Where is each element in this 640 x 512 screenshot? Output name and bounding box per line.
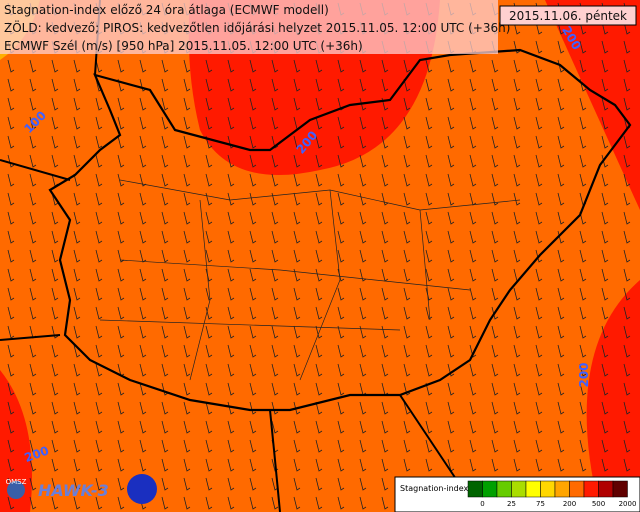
subtitle: ZÖLD: kedvező; PIROS: kedvezőtlen időjár…	[4, 19, 510, 35]
contour-label: 200	[577, 362, 591, 387]
logo-icon	[7, 481, 25, 499]
legend-title: Stagnation-index	[400, 484, 469, 493]
legend-tick-label: 0	[480, 500, 484, 508]
legend-swatch	[554, 480, 570, 498]
logo-emblem	[127, 474, 157, 504]
legend-swatch	[496, 480, 512, 498]
legend-tick-label: 200	[563, 500, 576, 508]
county-borders	[99, 179, 521, 381]
legend-swatch	[482, 480, 498, 498]
legend-swatch	[583, 480, 599, 498]
product: HAWK-3	[38, 481, 109, 500]
legend-swatch	[467, 480, 483, 498]
legend-swatch	[612, 480, 628, 498]
neighbor-border	[0, 0, 471, 512]
legend-tick-label: 75	[536, 500, 545, 508]
date: 2015.11.06. péntek	[509, 9, 627, 23]
legend-swatch	[598, 480, 614, 498]
legend-swatch	[525, 480, 541, 498]
legend-tick-label: 2000	[619, 500, 637, 508]
legend-swatch	[569, 480, 585, 498]
country-border	[48, 48, 632, 412]
title: Stagnation-index előző 24 óra átlaga (EC…	[4, 3, 329, 17]
header-box	[0, 0, 498, 54]
date-box	[499, 5, 637, 26]
legend-tick-label: 500	[592, 500, 605, 508]
wind-note: ECMWF Szél (m/s) [950 hPa] 2015.11.05. 1…	[4, 39, 363, 53]
legend-tick-label: 25	[507, 500, 516, 508]
legend-swatch	[511, 480, 527, 498]
legend-swatch	[540, 480, 556, 498]
org: OMSZ	[6, 478, 27, 486]
